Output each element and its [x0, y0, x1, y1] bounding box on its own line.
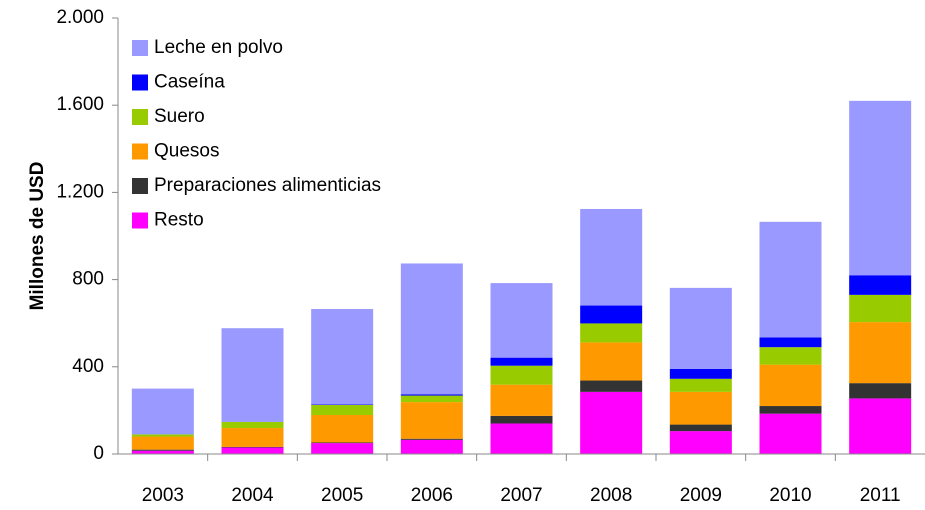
legend-label: Resto: [154, 210, 204, 231]
y-axis-label: Millones de USD: [27, 162, 48, 311]
legend-swatch: [132, 40, 148, 56]
legend-swatch: [132, 75, 148, 91]
bar-segment: [401, 402, 463, 439]
legend-label: Suero: [154, 106, 205, 127]
bar-segment: [401, 440, 463, 454]
bar-segment: [491, 416, 553, 424]
bar-segment: [580, 209, 642, 306]
bar-segment: [580, 323, 642, 342]
bar-segment: [401, 439, 463, 440]
bar-segment: [670, 369, 732, 379]
x-tick-label: 2008: [590, 485, 632, 505]
bar-segment: [580, 381, 642, 392]
x-tick-label: 2007: [500, 485, 542, 505]
bar-segment: [849, 295, 911, 322]
bar-segment: [401, 396, 463, 403]
bar-segment: [222, 447, 284, 454]
bar-segment: [670, 392, 732, 425]
bar-segment: [132, 389, 194, 435]
bar-segment: [670, 288, 732, 369]
bar-segment: [849, 322, 911, 383]
bar-segment: [670, 425, 732, 432]
x-tick-label: 2011: [860, 485, 901, 505]
bar-segment: [849, 275, 911, 295]
x-tick-label: 2010: [769, 485, 811, 505]
bar-segment: [222, 447, 284, 448]
legend-label: Caseína: [154, 72, 225, 93]
x-tick-label: 2006: [411, 485, 453, 505]
bar-segment: [401, 263, 463, 394]
legend-box: [122, 28, 462, 240]
bar-segment: [311, 443, 373, 454]
y-tick-label: 1.600: [56, 94, 104, 115]
bar-segment: [311, 309, 373, 404]
bar-segment: [580, 306, 642, 324]
bar-segment: [222, 428, 284, 447]
legend-swatch: [132, 144, 148, 160]
bar-segment: [670, 431, 732, 454]
x-tick-label: 2009: [680, 485, 722, 505]
bar-segment: [849, 398, 911, 454]
legend-label: Leche en polvo: [154, 37, 283, 58]
y-tick-label: 1.200: [56, 181, 104, 202]
bar-segment: [760, 347, 822, 364]
x-tick-label: 2004: [231, 485, 274, 505]
bar-segment: [311, 415, 373, 442]
legend-swatch: [132, 213, 148, 229]
bar-segment: [132, 437, 194, 450]
legend-swatch: [132, 178, 148, 194]
bar-segment: [760, 365, 822, 406]
bar-segment: [491, 366, 553, 385]
bar-segment: [760, 406, 822, 414]
legend-label: Quesos: [154, 141, 219, 162]
x-tick-label: 2005: [321, 485, 363, 505]
x-tick-label: 2003: [142, 485, 184, 505]
bar-segment: [491, 358, 553, 366]
y-tick-label: 800: [72, 269, 104, 290]
bar-segment: [491, 385, 553, 416]
bar-segment: [311, 405, 373, 415]
bar-segment: [132, 434, 194, 436]
bar-segment: [401, 394, 463, 395]
bar-segment: [849, 101, 911, 275]
bar-segment: [222, 328, 284, 422]
bar-segment: [580, 342, 642, 380]
bar-segment: [760, 337, 822, 347]
bar-segment: [132, 450, 194, 451]
bar-segment: [849, 383, 911, 398]
bar-segment: [491, 423, 553, 454]
bar-segment: [760, 222, 822, 338]
bar-segment: [491, 283, 553, 358]
bar-segment: [311, 442, 373, 443]
bar-segment: [760, 414, 822, 454]
y-tick-label: 2.000: [56, 7, 104, 28]
legend-swatch: [132, 109, 148, 125]
bar-segment: [670, 379, 732, 392]
y-tick-label: 400: [72, 356, 104, 377]
y-tick-label: 0: [93, 443, 104, 464]
bar-segment: [222, 422, 284, 428]
bar-segment: [580, 392, 642, 454]
legend-label: Preparaciones alimenticias: [154, 175, 381, 196]
